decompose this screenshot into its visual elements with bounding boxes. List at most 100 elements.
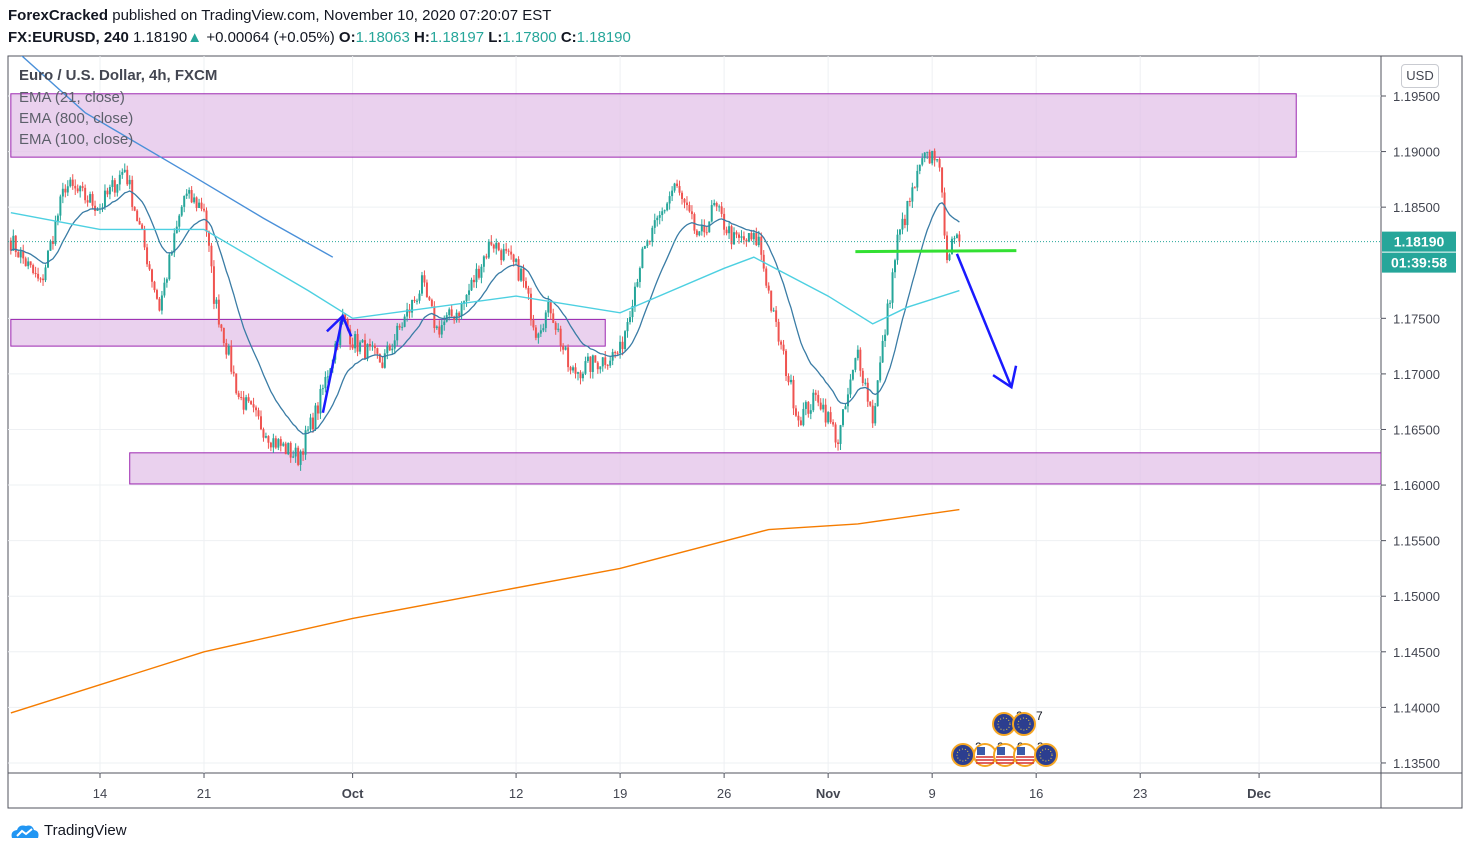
ema-line-1	[10, 508, 960, 714]
candle-up	[879, 362, 882, 381]
candle-down	[688, 205, 691, 212]
candle-down	[760, 236, 763, 255]
candle-up	[173, 233, 176, 253]
candle-up	[537, 333, 540, 338]
arrow-up-head	[326, 313, 353, 337]
candle-down	[730, 226, 733, 245]
candle-down	[297, 447, 300, 465]
candle-up	[809, 410, 812, 414]
candle-up	[804, 402, 807, 409]
candle-up	[307, 429, 310, 431]
candle-down	[799, 420, 802, 426]
candle-up	[886, 303, 889, 335]
eu-flag-icon[interactable]	[1034, 743, 1058, 767]
candle-up	[180, 206, 183, 216]
candle-down	[928, 151, 931, 164]
candle-down	[24, 258, 27, 267]
candle-down	[861, 370, 864, 383]
candle-down	[814, 392, 817, 395]
candle-up	[475, 268, 478, 283]
candle-up	[401, 326, 404, 328]
currency-button[interactable]: USD	[1401, 64, 1439, 88]
candle-down	[903, 218, 906, 226]
candle-down	[782, 344, 785, 351]
support-line	[855, 249, 1017, 254]
candle-up	[108, 187, 111, 195]
candle-down	[311, 417, 314, 430]
candle-down	[567, 347, 570, 368]
y-tick-label: 1.19500	[1393, 89, 1440, 104]
candle-down	[433, 306, 436, 329]
candle-up	[165, 279, 168, 283]
eu-flag-icon[interactable]	[992, 712, 1016, 736]
candle-down	[141, 224, 144, 230]
candle-up	[61, 188, 64, 197]
zone-rectangle	[10, 318, 606, 347]
candle-up	[495, 242, 498, 249]
candle-up	[619, 341, 622, 354]
candle-up	[309, 417, 312, 430]
us-flag-canton	[1017, 747, 1025, 755]
candle-down	[259, 416, 262, 430]
candle-up	[198, 202, 201, 208]
candle-up	[624, 331, 627, 350]
candle-up	[19, 250, 22, 258]
candle-down	[51, 240, 54, 244]
candle-down	[715, 202, 718, 207]
low-value: 1.17800	[502, 29, 557, 46]
candle-down	[552, 313, 555, 323]
candle-up	[386, 345, 389, 354]
legend-ema100[interactable]: EMA (100, close)	[19, 131, 134, 148]
candle-down	[819, 402, 822, 410]
candle-down	[770, 290, 773, 311]
candle-down	[84, 187, 87, 201]
candle-down	[42, 278, 45, 281]
candle-up	[56, 215, 59, 222]
candle-up	[839, 425, 842, 444]
author[interactable]: ForexCracked	[8, 7, 109, 24]
candle-down	[428, 297, 431, 300]
publish-info: ForexCracked published on TradingView.co…	[8, 7, 551, 24]
candle-up	[718, 206, 721, 208]
last-price-label: 1.18190	[1394, 234, 1445, 250]
eu-flag-icon[interactable]	[951, 743, 975, 767]
candle-up	[812, 392, 815, 411]
candle-down	[755, 233, 758, 246]
candle-down	[255, 407, 258, 411]
candle-down	[413, 299, 416, 302]
candle-down	[274, 438, 277, 448]
candle-up	[653, 220, 656, 228]
candle-down	[351, 344, 354, 349]
candle-up	[403, 316, 406, 327]
candle-down	[349, 329, 352, 345]
open-label: O:	[338, 29, 356, 46]
candle-down	[549, 301, 552, 314]
candle-up	[411, 299, 414, 313]
candle-down	[14, 235, 17, 253]
candle-up	[842, 409, 844, 426]
candle-down	[505, 248, 508, 251]
symbol-info: FX:EURUSD, 240 1.18190▲ +0.00064 (+0.05%…	[8, 29, 631, 46]
candle-up	[658, 215, 661, 218]
candle-down	[824, 404, 827, 423]
open-value: 1.18063	[355, 29, 410, 46]
x-tick-label: 12	[509, 786, 523, 801]
candle-up	[383, 353, 386, 368]
candle-down	[681, 192, 684, 199]
candle-up	[66, 186, 69, 193]
candle-up	[455, 312, 458, 321]
legend-ema21[interactable]: EMA (21, close)	[19, 89, 125, 106]
eu-stars	[956, 748, 970, 762]
candle-down	[500, 250, 503, 261]
candle-up	[936, 159, 939, 161]
eu-flag-icon[interactable]	[1012, 712, 1036, 736]
candle-up	[891, 272, 894, 303]
candle-up	[911, 187, 914, 202]
candle-down	[9, 240, 12, 251]
legend-ema800[interactable]: EMA (800, close)	[19, 110, 134, 127]
countdown-label: 01:39:58	[1391, 255, 1447, 271]
candle-down	[832, 422, 835, 425]
candle-down	[126, 169, 129, 185]
tradingview-logo[interactable]: TradingView	[10, 822, 127, 839]
